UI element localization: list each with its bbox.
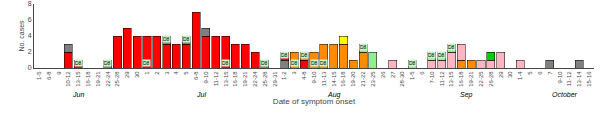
svg-text:6: 6 <box>537 71 543 75</box>
svg-text:2: 2 <box>28 48 32 55</box>
svg-text:26-28: 26-28 <box>488 71 494 87</box>
svg-text:28-30: 28-30 <box>399 71 405 87</box>
svg-text:9-10: 9-10 <box>311 71 317 84</box>
svg-text:11-13: 11-13 <box>321 71 327 87</box>
svg-text:30: 30 <box>507 71 513 78</box>
svg-text:D8: D8 <box>143 60 150 66</box>
svg-text:19-20: 19-20 <box>350 71 356 87</box>
svg-text:29-31: 29-31 <box>272 71 278 87</box>
svg-text:13-15: 13-15 <box>223 71 229 87</box>
svg-text:1-5: 1-5 <box>36 71 42 80</box>
svg-text:9-10: 9-10 <box>557 71 563 84</box>
svg-text:D8: D8 <box>311 60 318 66</box>
svg-text:9: 9 <box>56 71 62 75</box>
svg-text:7: 7 <box>547 71 553 75</box>
svg-text:6: 6 <box>28 16 32 23</box>
svg-text:22-24: 22-24 <box>252 71 258 87</box>
svg-text:13-15: 13-15 <box>448 71 454 87</box>
svg-text:11-12: 11-12 <box>566 71 572 87</box>
svg-text:22-25: 22-25 <box>478 71 484 87</box>
svg-text:Jul: Jul <box>196 91 206 98</box>
svg-text:16-18: 16-18 <box>458 71 464 87</box>
svg-text:D8: D8 <box>163 36 170 42</box>
svg-text:25-28: 25-28 <box>262 71 268 87</box>
svg-text:22-24: 22-24 <box>105 71 111 87</box>
svg-text:Sep: Sep <box>460 91 473 99</box>
svg-text:11-12: 11-12 <box>213 71 219 87</box>
svg-text:D8: D8 <box>222 60 229 66</box>
svg-text:3: 3 <box>291 71 297 75</box>
svg-text:6: 6 <box>419 71 425 75</box>
svg-text:16-18: 16-18 <box>340 71 346 87</box>
svg-text:13-15: 13-15 <box>75 71 81 87</box>
svg-text:15-16: 15-16 <box>586 71 592 87</box>
svg-text:6-8: 6-8 <box>46 71 52 80</box>
svg-text:D8: D8 <box>438 52 445 58</box>
svg-text:D8: D8 <box>104 60 111 66</box>
svg-text:October: October <box>552 91 578 98</box>
svg-text:14-15: 14-15 <box>331 71 337 87</box>
svg-text:13-14: 13-14 <box>576 71 582 87</box>
svg-text:4: 4 <box>173 71 179 75</box>
svg-text:4-8: 4-8 <box>301 71 307 80</box>
svg-text:5: 5 <box>527 71 533 75</box>
svg-text:1: 1 <box>144 71 150 75</box>
svg-text:19-21: 19-21 <box>242 71 248 87</box>
svg-text:6-8: 6-8 <box>193 71 199 80</box>
svg-text:4: 4 <box>28 32 32 39</box>
svg-text:No. cases: No. cases <box>18 20 25 52</box>
svg-text:D8: D8 <box>75 60 82 66</box>
svg-text:D8: D8 <box>183 36 190 42</box>
svg-text:D8: D8 <box>301 52 308 58</box>
svg-text:D8: D8 <box>428 52 435 58</box>
svg-text:3: 3 <box>164 71 170 75</box>
svg-text:D8: D8 <box>281 52 288 58</box>
svg-text:30: 30 <box>134 71 140 78</box>
svg-text:D8: D8 <box>448 44 455 50</box>
svg-text:29: 29 <box>124 71 130 78</box>
svg-text:1-4: 1-4 <box>517 71 523 80</box>
svg-text:23-25: 23-25 <box>370 71 376 87</box>
svg-text:Aug: Aug <box>327 91 341 99</box>
svg-text:Date of symptom onset: Date of symptom onset <box>273 97 356 106</box>
svg-text:5: 5 <box>183 71 189 75</box>
svg-text:1-5: 1-5 <box>409 71 415 80</box>
svg-text:D8: D8 <box>320 60 327 66</box>
svg-text:9-10: 9-10 <box>203 71 209 84</box>
svg-text:1-2: 1-2 <box>281 71 287 80</box>
svg-text:Jun: Jun <box>72 91 84 98</box>
svg-text:0: 0 <box>28 64 32 71</box>
svg-text:D8: D8 <box>409 60 416 66</box>
svg-text:7-10: 7-10 <box>429 71 435 84</box>
svg-text:19-21: 19-21 <box>95 71 101 87</box>
svg-text:29: 29 <box>498 71 504 78</box>
svg-text:8: 8 <box>28 0 32 7</box>
svg-text:D8: D8 <box>360 44 367 50</box>
svg-text:27: 27 <box>390 71 396 78</box>
svg-text:D8: D8 <box>261 60 268 66</box>
svg-text:D8: D8 <box>291 60 298 66</box>
svg-text:11-12: 11-12 <box>439 71 445 87</box>
svg-text:26: 26 <box>380 71 386 78</box>
svg-text:16-18: 16-18 <box>85 71 91 87</box>
svg-text:16-18: 16-18 <box>232 71 238 87</box>
svg-text:2: 2 <box>154 71 160 75</box>
svg-text:19-21: 19-21 <box>468 71 474 87</box>
svg-text:10-12: 10-12 <box>65 71 71 87</box>
svg-text:25-28: 25-28 <box>114 71 120 87</box>
svg-text:21-22: 21-22 <box>360 71 366 87</box>
